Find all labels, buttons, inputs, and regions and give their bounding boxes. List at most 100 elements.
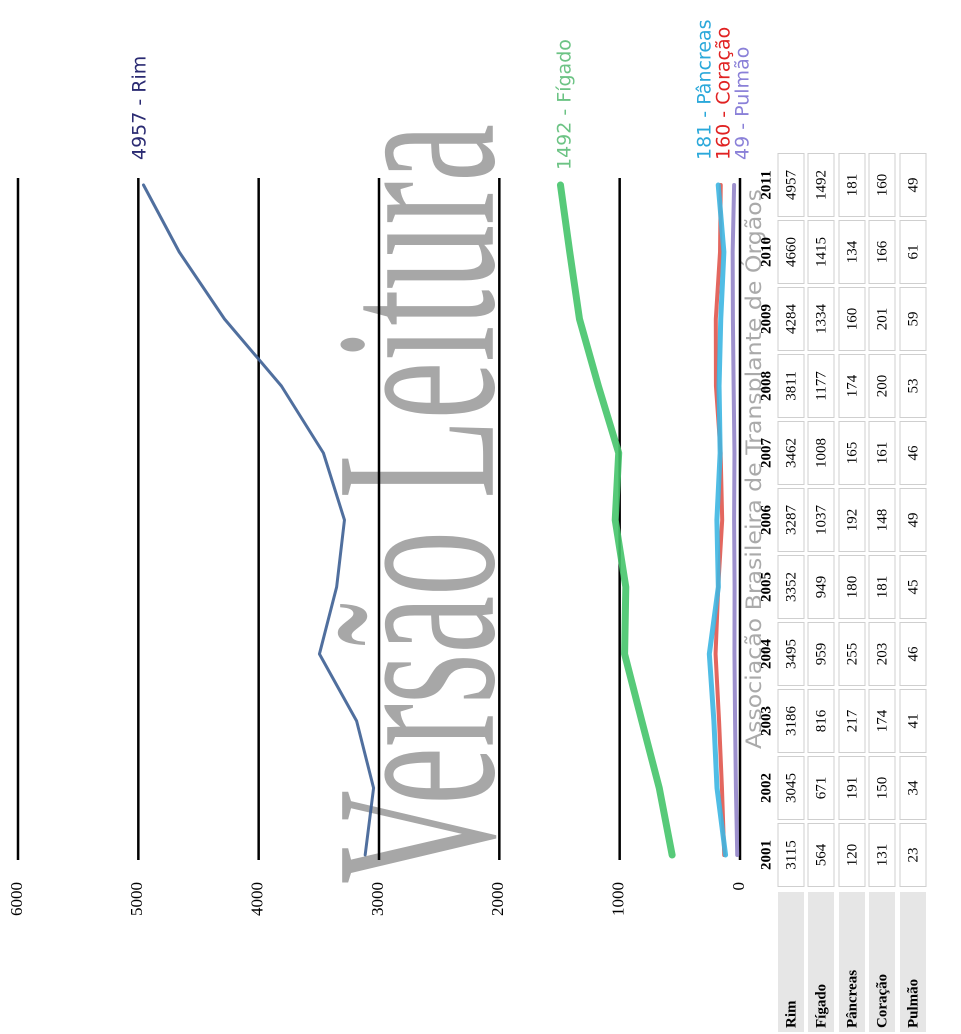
table-value: 34 (905, 780, 921, 796)
table-value: 3352 (783, 572, 799, 602)
series-line (713, 183, 727, 857)
table-cell (807, 689, 835, 753)
table-cell (868, 421, 896, 485)
table-cell (899, 823, 927, 887)
table-value: 174 (844, 374, 860, 397)
year-header: 2003 (758, 706, 774, 736)
source-note: Associação Brasileira de Transplante de … (741, 189, 766, 749)
series-end-label: 4957 - Rim (129, 56, 151, 160)
table-value: 53 (905, 379, 921, 394)
table-cell (838, 689, 866, 753)
table-value: 45 (905, 580, 921, 595)
table-cell (777, 488, 805, 552)
table-value: 161 (874, 442, 890, 465)
series-line (556, 181, 676, 859)
year-header: 2002 (758, 773, 774, 803)
table-value: 1177 (813, 371, 829, 401)
row-label-cell (900, 892, 926, 1032)
y-tick-label: 5000 (127, 882, 146, 916)
table-cell (868, 823, 896, 887)
table-cell (777, 823, 805, 887)
watermark: Versão Leitura (288, 124, 543, 884)
table-cell (807, 488, 835, 552)
y-tick-label: 2000 (488, 882, 507, 916)
year-header: 2004 (758, 639, 774, 670)
table-value: 46 (905, 646, 921, 662)
table-cell (899, 421, 927, 485)
table-cell (868, 153, 896, 217)
table-cell (899, 555, 927, 619)
y-tick-label: 6000 (7, 882, 26, 916)
table-value: 3045 (783, 773, 799, 803)
table-value: 3186 (783, 706, 799, 737)
table-cell (899, 622, 927, 686)
row-label-cell (839, 892, 865, 1032)
y-tick-label: 3000 (368, 882, 387, 916)
table-cell (807, 354, 835, 418)
table-cell (868, 488, 896, 552)
table-cell (868, 756, 896, 820)
table-value: 203 (874, 643, 890, 666)
table-cell (807, 421, 835, 485)
table-cell (807, 823, 835, 887)
table-value: 200 (874, 375, 890, 398)
table-value: 120 (844, 844, 860, 867)
table-cell (807, 153, 835, 217)
table-value: 150 (874, 777, 890, 800)
series-line (706, 182, 729, 858)
table-value: 23 (905, 848, 921, 863)
y-tick-label: 1000 (609, 882, 628, 916)
table-cell (899, 220, 927, 284)
year-header: 2005 (758, 572, 774, 602)
table-value: 148 (874, 509, 890, 532)
table-cell (838, 287, 866, 351)
table-cell (777, 689, 805, 753)
table-cell (777, 287, 805, 351)
table-cell (899, 756, 927, 820)
y-tick-label: 0 (729, 882, 748, 891)
series-end-label: 1492 - Fígado (554, 39, 576, 170)
year-header: 2010 (758, 237, 774, 267)
y-tick-label: 4000 (248, 882, 267, 916)
table-cell (838, 220, 866, 284)
table-cell (868, 622, 896, 686)
series-end-label: 160 - Coração (713, 27, 735, 160)
table-cell (838, 354, 866, 418)
table-value: 1037 (813, 505, 829, 536)
table-cell (868, 354, 896, 418)
table-value: 49 (905, 513, 921, 528)
table-cell (868, 287, 896, 351)
table-value: 4957 (783, 170, 799, 201)
row-label: Pâncreas (844, 970, 860, 1028)
table-cell (807, 622, 835, 686)
table-value: 949 (813, 576, 829, 599)
row-label: Coração (874, 974, 890, 1028)
year-header: 2009 (758, 304, 774, 334)
table-value: 1334 (813, 304, 829, 335)
table-value: 160 (874, 174, 890, 197)
series-line (142, 183, 376, 857)
year-header: 2007 (758, 438, 774, 469)
row-label-cell (869, 892, 895, 1032)
table-cell (899, 354, 927, 418)
table-value: 181 (874, 576, 890, 599)
table-cell (899, 689, 927, 753)
table-cell (838, 555, 866, 619)
table-cell (777, 622, 805, 686)
table-value: 3115 (783, 840, 799, 869)
table-value: 4284 (783, 304, 799, 335)
table-cell (899, 287, 927, 351)
table-value: 3287 (783, 505, 799, 536)
row-label: Rim (783, 1000, 799, 1028)
table-cell (807, 756, 835, 820)
table-cell (868, 555, 896, 619)
table-value: 165 (844, 442, 860, 465)
row-label-cell (778, 892, 804, 1032)
table-value: 3495 (783, 639, 799, 669)
table-value: 671 (813, 777, 829, 800)
table-value: 61 (905, 245, 921, 260)
table-cell (838, 421, 866, 485)
table-cell (838, 622, 866, 686)
table-value: 41 (905, 714, 921, 729)
